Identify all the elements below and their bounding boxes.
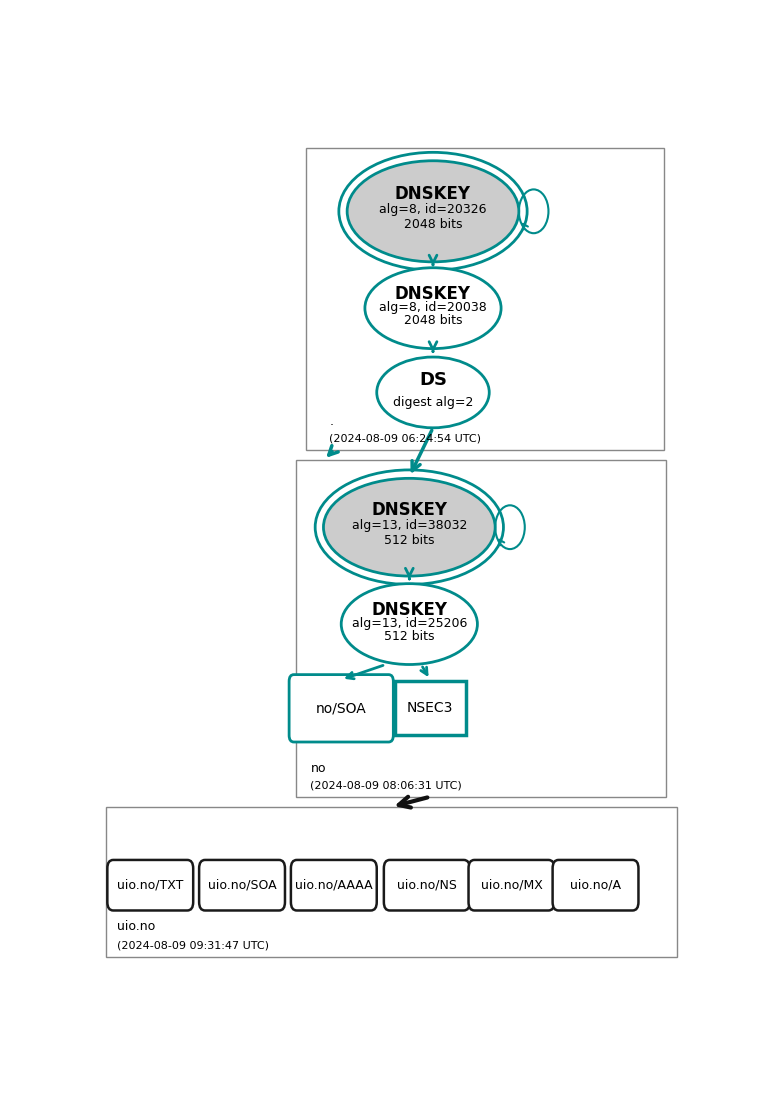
Text: uio.no/MX: uio.no/MX	[481, 878, 542, 892]
Text: no/SOA: no/SOA	[316, 701, 367, 715]
Text: uio.no/A: uio.no/A	[570, 878, 621, 892]
Ellipse shape	[342, 583, 478, 664]
Ellipse shape	[365, 268, 501, 349]
Text: 512 bits: 512 bits	[384, 534, 435, 547]
Bar	[306, 148, 664, 450]
Text: 512 bits: 512 bits	[384, 630, 435, 643]
Text: (2024-08-09 08:06:31 UTC): (2024-08-09 08:06:31 UTC)	[310, 781, 462, 791]
Text: no: no	[310, 761, 326, 775]
Ellipse shape	[323, 478, 495, 577]
Ellipse shape	[377, 357, 489, 428]
FancyBboxPatch shape	[107, 860, 193, 910]
Text: NSEC3: NSEC3	[407, 701, 453, 715]
Text: 2048 bits: 2048 bits	[403, 314, 462, 327]
Text: uio.no/SOA: uio.no/SOA	[208, 878, 277, 892]
Bar	[296, 459, 665, 796]
Text: (2024-08-09 06:24:54 UTC): (2024-08-09 06:24:54 UTC)	[329, 434, 481, 444]
FancyBboxPatch shape	[384, 860, 470, 910]
Text: alg=13, id=38032: alg=13, id=38032	[351, 519, 467, 532]
Text: DNSKEY: DNSKEY	[371, 601, 447, 619]
Text: uio.no/NS: uio.no/NS	[397, 878, 457, 892]
Text: uio.no/TXT: uio.no/TXT	[117, 878, 183, 892]
Text: uio.no/AAAA: uio.no/AAAA	[295, 878, 373, 892]
Text: DS: DS	[419, 371, 447, 388]
Text: alg=8, id=20326: alg=8, id=20326	[379, 203, 487, 217]
Text: alg=13, id=25206: alg=13, id=25206	[351, 617, 467, 630]
FancyBboxPatch shape	[291, 860, 377, 910]
Ellipse shape	[347, 161, 519, 261]
Text: .: .	[329, 415, 333, 428]
Text: 2048 bits: 2048 bits	[403, 219, 462, 231]
Text: DNSKEY: DNSKEY	[395, 186, 471, 203]
Text: DNSKEY: DNSKEY	[395, 284, 471, 303]
Text: (2024-08-09 09:31:47 UTC): (2024-08-09 09:31:47 UTC)	[117, 940, 269, 950]
FancyBboxPatch shape	[552, 860, 639, 910]
Text: alg=8, id=20038: alg=8, id=20038	[379, 301, 487, 314]
Bar	[106, 807, 677, 957]
FancyBboxPatch shape	[289, 675, 393, 742]
Bar	[394, 682, 465, 735]
FancyBboxPatch shape	[199, 860, 285, 910]
Text: digest alg=2: digest alg=2	[393, 396, 473, 409]
Text: DNSKEY: DNSKEY	[371, 501, 447, 520]
Text: uio.no: uio.no	[117, 920, 155, 933]
FancyBboxPatch shape	[468, 860, 555, 910]
